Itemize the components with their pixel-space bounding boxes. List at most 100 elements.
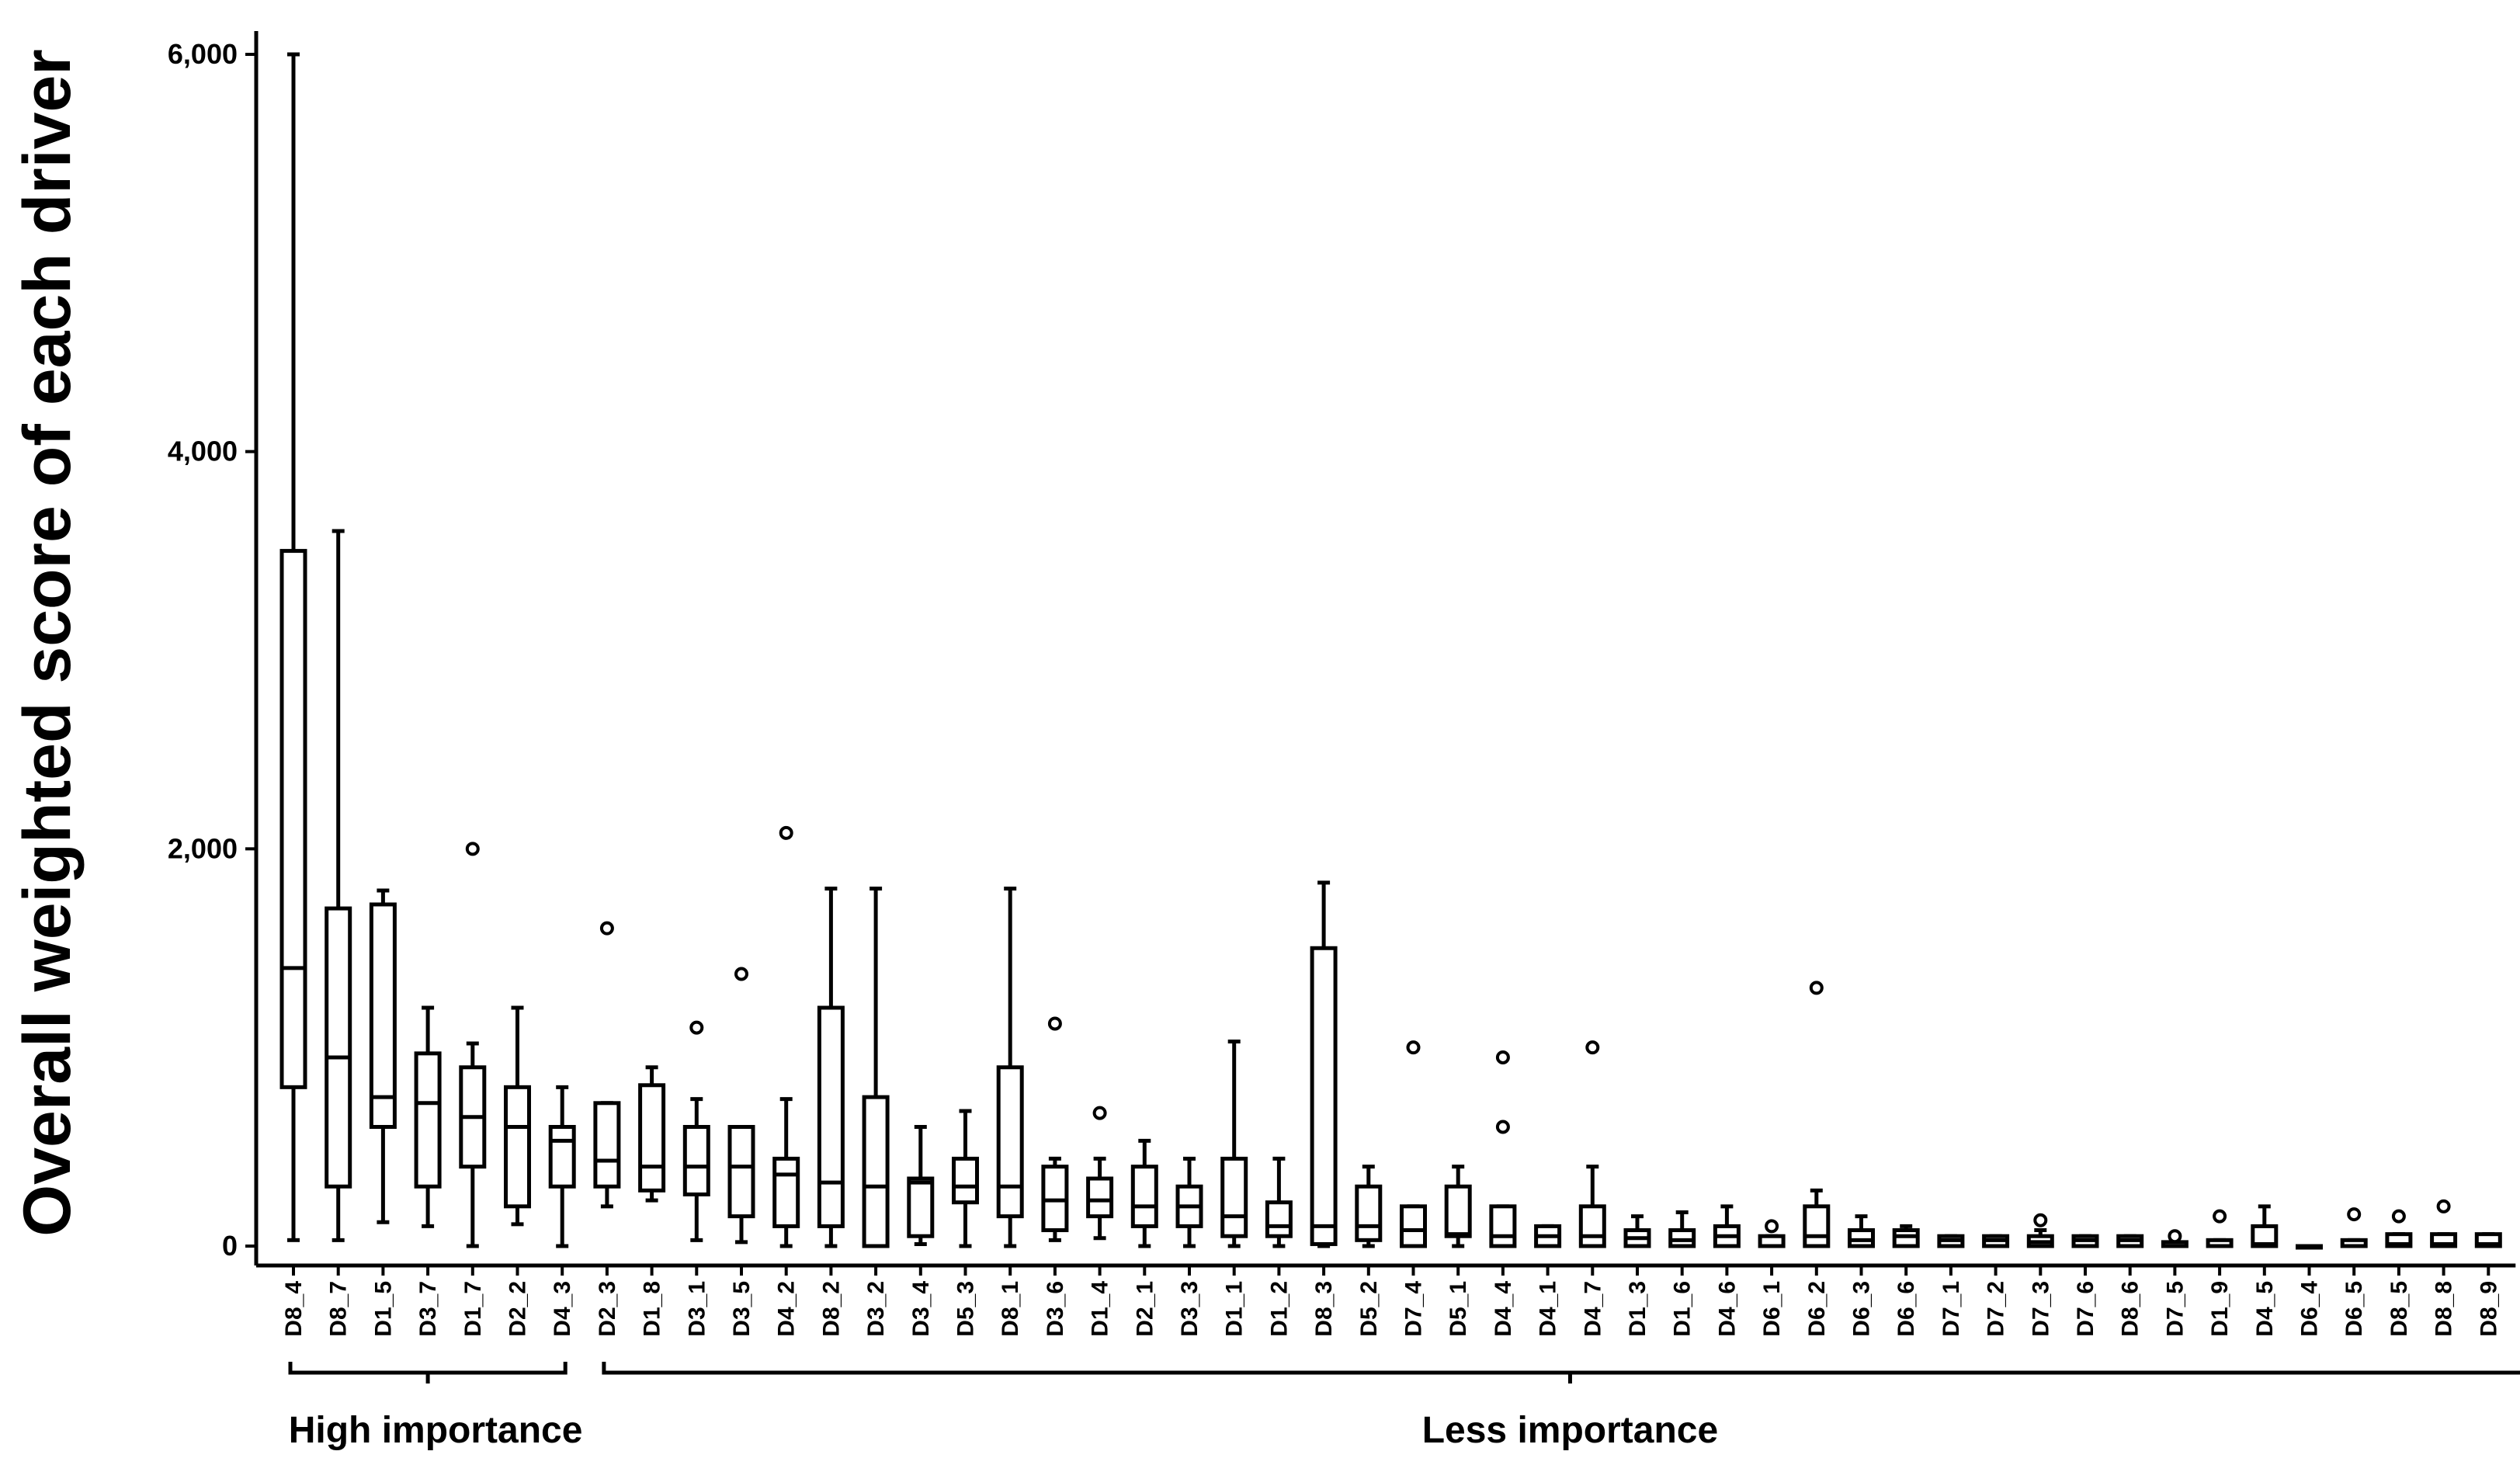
x-tick-label: D1_6	[1670, 1281, 1696, 1337]
x-tick-label: D3_6	[1043, 1281, 1068, 1337]
box-iqr	[369, 902, 397, 1129]
box-iqr	[593, 1101, 621, 1189]
box-iqr	[638, 1083, 666, 1193]
x-tick-label: D6_6	[1893, 1281, 1919, 1337]
x-tick-label: D1_4	[1088, 1281, 1113, 1337]
box-D6_4	[2296, 1244, 2323, 1250]
box-D2_1	[1130, 1138, 1158, 1248]
box-iqr	[907, 1176, 935, 1238]
x-tick-label: D3_7	[415, 1281, 441, 1337]
box-D3_2	[862, 887, 890, 1248]
box-iqr	[1848, 1228, 1875, 1248]
y-tick-label: 0	[222, 1230, 238, 1262]
outlier-point	[1406, 1040, 1421, 1055]
box-D5_3	[952, 1109, 979, 1248]
x-tick-label: D5_3	[953, 1281, 979, 1337]
outlier-point	[2391, 1209, 2406, 1224]
box-D1_2	[1265, 1156, 1293, 1248]
box-D1_5	[369, 888, 397, 1224]
outlier-point	[599, 921, 614, 936]
x-tick-label: D4_2	[774, 1281, 800, 1337]
x-tick-label: D3_4	[908, 1281, 934, 1337]
box-iqr	[1444, 1184, 1472, 1238]
group-brackets: High importance Less importance	[288, 1362, 2520, 1451]
box-iqr	[817, 1005, 845, 1228]
y-tick-label: 6,000	[168, 38, 238, 70]
x-tick-label: D1_9	[2207, 1281, 2233, 1337]
box-D8_9	[2474, 1232, 2502, 1248]
box-iqr	[414, 1051, 442, 1189]
x-tick-label: D4_4	[1491, 1281, 1516, 1337]
x-tick-label: D1_1	[1222, 1281, 1248, 1337]
box-D6_1	[1758, 1219, 1786, 1248]
x-tick-label: D7_3	[2028, 1281, 2053, 1337]
box-iqr	[1310, 946, 1338, 1246]
x-tick-label: D3_3	[1177, 1281, 1203, 1337]
y-tick-label: 2,000	[168, 832, 238, 864]
box-iqr	[1041, 1165, 1069, 1233]
box-iqr	[996, 1065, 1024, 1219]
box-D7_6	[2071, 1234, 2099, 1248]
box-D5_1	[1444, 1165, 1472, 1248]
x-tick-label: D2_2	[505, 1281, 531, 1337]
outlier-point	[465, 842, 480, 856]
box-D8_2	[817, 887, 845, 1248]
box-D2_3	[593, 921, 621, 1209]
x-tick-label: D7_5	[2162, 1281, 2188, 1337]
box-D4_6	[1713, 1204, 1741, 1248]
group-bracket	[602, 1362, 2520, 1383]
box-D6_6	[1892, 1224, 1920, 1248]
outlier-point	[1495, 1050, 1510, 1064]
group-label: Less importance	[1422, 1410, 1718, 1451]
x-tick-label: D6_2	[1804, 1281, 1830, 1337]
x-axis-labels: D8_4 D8_7 D1_5 D3_7 D1_7 D2_2 D4_3 D2_3 D1_8 D3_1…	[281, 1265, 2501, 1337]
box-iqr	[682, 1125, 710, 1196]
box-D6_5	[2340, 1207, 2368, 1248]
x-tick-label: D6_5	[2341, 1281, 2367, 1337]
x-tick-label: D1_2	[1266, 1281, 1292, 1337]
box-D1_1	[1220, 1039, 1248, 1248]
x-tick-label: D4_6	[1714, 1281, 1740, 1337]
x-tick-label: D3_5	[729, 1281, 755, 1337]
box-D7_5	[2161, 1229, 2189, 1248]
outlier-point	[2033, 1213, 2048, 1227]
x-tick-label: D8_2	[818, 1281, 844, 1337]
box-D6_2	[1803, 981, 1831, 1248]
box-D3_4	[907, 1125, 935, 1246]
box-D3_3	[1175, 1156, 1203, 1248]
x-tick-label: D8_6	[2118, 1281, 2143, 1337]
group-label: High importance	[289, 1410, 583, 1451]
box-D3_5	[727, 967, 755, 1245]
box-D7_4	[1400, 1040, 1427, 1248]
box-iqr	[1265, 1200, 1293, 1238]
box-D4_2	[772, 825, 800, 1248]
x-tick-label: D4_3	[550, 1281, 575, 1337]
x-tick-label: D6_3	[1849, 1281, 1875, 1337]
y-tick-label: 4,000	[168, 436, 238, 467]
box-D4_4	[1489, 1050, 1517, 1248]
box-D7_3	[2026, 1213, 2054, 1248]
x-tick-label: D5_1	[1446, 1281, 1471, 1337]
box-D3_7	[414, 1005, 442, 1228]
y-axis-ticks: 0 2,000 4,000 6,000	[168, 38, 256, 1262]
outlier-point	[734, 967, 748, 981]
box-D8_5	[2385, 1209, 2413, 1248]
box-iqr	[1578, 1204, 1606, 1248]
x-tick-label: D4_5	[2252, 1281, 2278, 1337]
box-D8_8	[2430, 1199, 2458, 1248]
outlier-point	[1585, 1040, 1600, 1055]
box-iqr	[1892, 1228, 1920, 1248]
x-tick-label: D8_3	[1311, 1281, 1337, 1337]
outlier-point	[1092, 1106, 1107, 1120]
box-iqr	[772, 1156, 800, 1228]
box-D8_6	[2116, 1234, 2144, 1248]
x-tick-label: D4_1	[1536, 1281, 1561, 1337]
box-D1_9	[2206, 1209, 2234, 1248]
x-tick-label: D2_3	[595, 1281, 620, 1337]
box-D1_4	[1086, 1106, 1114, 1241]
box-D8_3	[1310, 880, 1338, 1248]
x-tick-label: D8_8	[2431, 1281, 2457, 1337]
box-iqr	[504, 1085, 531, 1209]
box-D8_7	[325, 529, 352, 1242]
outlier-point	[779, 825, 793, 840]
